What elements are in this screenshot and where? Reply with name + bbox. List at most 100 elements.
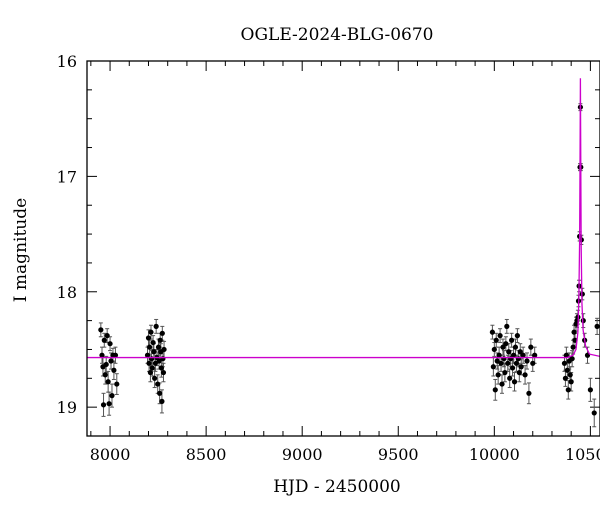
data-point [522, 372, 528, 378]
data-point [102, 372, 108, 378]
data-point [507, 375, 513, 381]
data-point [509, 365, 516, 371]
data-point [150, 339, 156, 346]
x-tick-label: 10500 [565, 445, 600, 464]
y-tick-label: 17 [57, 167, 77, 186]
data-point [152, 375, 158, 381]
plot-frame [86, 60, 600, 437]
data-point [504, 323, 510, 329]
x-axis-label: HJD - 2450000 [273, 477, 401, 497]
data-point [591, 410, 597, 416]
data-point [509, 337, 515, 343]
data-point [158, 365, 164, 371]
data-point [503, 341, 509, 347]
data-point [157, 390, 163, 396]
data-point [145, 335, 152, 341]
data-point [514, 333, 520, 339]
y-tick-label: 16 [57, 52, 77, 71]
data-point [528, 344, 534, 350]
data-point [562, 375, 569, 381]
x-tick-label: 8000 [90, 445, 131, 464]
data-point [149, 365, 155, 371]
data-point [568, 379, 574, 385]
data-point [493, 337, 499, 343]
data-point [100, 402, 107, 408]
data-point [564, 367, 570, 373]
data-point [518, 364, 524, 370]
data-point [491, 346, 497, 353]
data-point [561, 360, 568, 366]
data-point [516, 369, 522, 376]
data-point [496, 352, 502, 358]
data-point [161, 346, 167, 353]
data-point [490, 364, 496, 370]
data-point [567, 372, 573, 378]
data-point [505, 360, 511, 366]
data-point [565, 387, 571, 393]
data-point [156, 358, 162, 364]
data-point [587, 387, 593, 393]
y-axis-label: I magnitude [11, 198, 31, 302]
data-point [520, 352, 526, 358]
data-point [563, 352, 569, 358]
x-tick-label: 10000 [469, 445, 520, 464]
data-point [103, 361, 109, 368]
data-point [526, 390, 532, 396]
data-point [146, 360, 152, 366]
data-point [99, 352, 105, 358]
data-point [105, 379, 111, 385]
model-curve-group [87, 78, 600, 359]
data-point [506, 349, 512, 355]
data-point [147, 369, 154, 376]
data-point [517, 349, 523, 355]
x-tick-label: 9500 [378, 445, 419, 464]
data-points [98, 104, 600, 416]
model-curve [87, 78, 600, 359]
data-point [594, 323, 600, 329]
data-point [498, 360, 504, 366]
data-point [111, 367, 117, 373]
x-tick-label: 8500 [186, 445, 227, 464]
data-point [98, 327, 104, 333]
data-point [511, 379, 518, 385]
data-point [513, 360, 520, 366]
y-tick-label: 19 [57, 398, 77, 417]
data-point [500, 344, 506, 350]
data-point [151, 349, 157, 355]
data-point [489, 329, 496, 335]
axis-ticks: 8000 8500 9000 9500 10000 10500 16 17 18 19 [57, 52, 600, 464]
x-tick-label: 9000 [282, 445, 323, 464]
data-point [148, 356, 155, 362]
chart-title: OGLE-2024-BLG-0670 [241, 25, 434, 45]
data-point [160, 369, 167, 376]
data-point [512, 344, 519, 350]
data-point [497, 333, 503, 339]
data-point [159, 398, 165, 404]
data-point [159, 330, 165, 336]
data-point [571, 329, 577, 335]
data-point [108, 358, 114, 364]
data-point [155, 381, 161, 387]
data-point [515, 356, 521, 362]
data-point [107, 341, 113, 347]
data-point [106, 401, 112, 407]
data-point [153, 323, 159, 329]
data-point [494, 358, 500, 364]
data-point [530, 360, 536, 366]
data-point [502, 369, 508, 376]
y-tick-label: 18 [57, 283, 77, 302]
data-point [104, 333, 110, 339]
data-point [499, 381, 505, 387]
data-point [112, 352, 119, 358]
data-point [155, 344, 162, 350]
data-point [101, 337, 107, 343]
data-point [147, 344, 153, 350]
data-point [114, 381, 120, 387]
data-point [157, 337, 163, 343]
data-point [144, 352, 151, 358]
data-point [524, 358, 530, 364]
error-bars [98, 103, 600, 428]
data-point [492, 387, 498, 393]
data-point [569, 356, 575, 362]
